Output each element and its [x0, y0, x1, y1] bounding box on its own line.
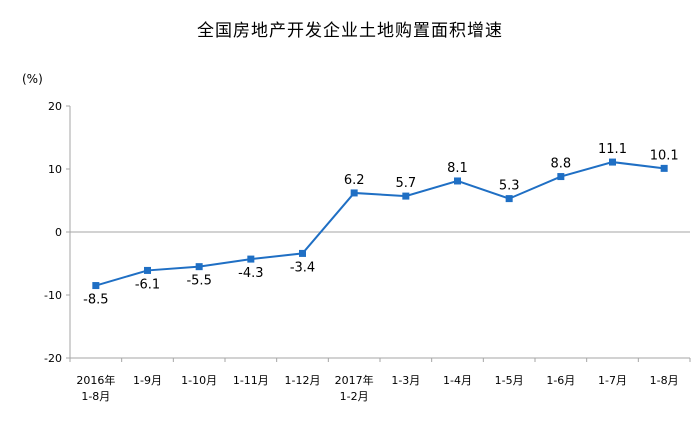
- y-tick-label: -20: [44, 352, 62, 365]
- y-unit-label: (%): [22, 72, 43, 86]
- data-label: 5.7: [395, 176, 416, 191]
- data-label: 10.1: [650, 148, 679, 163]
- y-tick-label: 10: [48, 163, 62, 176]
- x-tick-label: 1-3月: [391, 374, 420, 387]
- data-point: [660, 164, 668, 172]
- x-tick-label: 1-7月: [598, 374, 627, 387]
- chart-title: 全国房地产开发企业土地购置面积增速: [197, 21, 503, 41]
- y-tick-label: 20: [48, 100, 62, 113]
- x-tick-label: 1-8月: [650, 374, 679, 387]
- data-label: -8.5: [83, 293, 108, 308]
- data-label: 8.8: [550, 157, 571, 172]
- x-tick-label: 1-9月: [133, 374, 162, 387]
- x-tick-label: 1-11月: [233, 374, 269, 387]
- data-label: -3.4: [290, 260, 315, 275]
- data-point: [609, 158, 616, 166]
- data-label: -5.5: [186, 274, 211, 289]
- data-point: [92, 282, 100, 290]
- x-tick-label: 1-2月: [340, 390, 369, 403]
- series-line: [95, 161, 665, 287]
- x-tick-label: 1-4月: [443, 374, 472, 387]
- data-label: 8.1: [447, 161, 468, 176]
- x-tick-label: 2016年: [76, 373, 115, 387]
- x-tick-label: 2017年: [335, 373, 374, 387]
- data-point: [299, 249, 306, 257]
- data-label: 11.1: [598, 142, 627, 157]
- data-point: [247, 255, 255, 263]
- data-point: [350, 189, 358, 197]
- data-label: 5.3: [499, 179, 520, 194]
- x-tick-label: 1-10月: [181, 374, 217, 387]
- x-tick-label: 1-8月: [81, 390, 110, 403]
- data-point: [195, 263, 203, 271]
- data-point: [402, 192, 410, 200]
- data-label: 6.2: [344, 173, 365, 188]
- x-tick-label: 1-12月: [285, 374, 321, 387]
- y-tick-label: 0: [55, 226, 62, 239]
- data-label: -6.1: [135, 277, 160, 292]
- x-tick-label: 1-6月: [546, 374, 575, 387]
- data-label: -4.3: [238, 266, 263, 281]
- y-tick-label: -10: [44, 289, 62, 302]
- data-point: [454, 177, 461, 185]
- data-point: [144, 266, 151, 274]
- data-point: [557, 173, 565, 181]
- data-point: [505, 195, 513, 203]
- x-tick-label: 1-5月: [495, 374, 524, 387]
